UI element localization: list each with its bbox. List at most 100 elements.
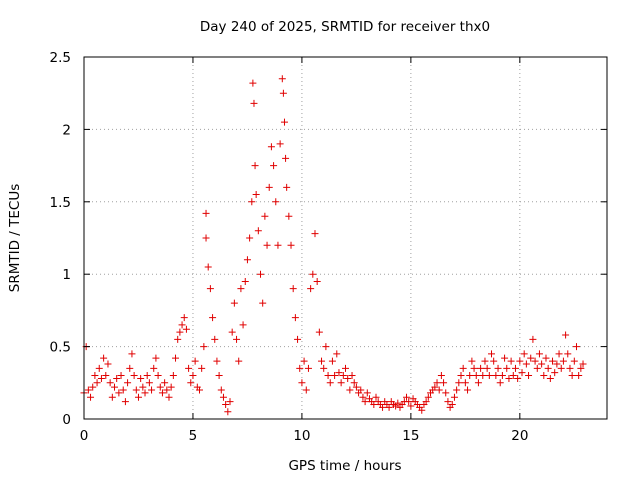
data-point (145, 379, 153, 387)
data-point (124, 379, 132, 387)
data-point (182, 325, 190, 333)
data-point (326, 379, 334, 387)
y-tick-label: 1 (62, 267, 71, 283)
data-point (97, 374, 105, 382)
y-axis-label: SRMTID / TECUs (7, 184, 23, 292)
data-point (224, 408, 232, 416)
data-point (294, 335, 302, 343)
data-point (535, 350, 543, 358)
data-point (342, 364, 349, 372)
x-tick-label: 20 (511, 428, 528, 444)
data-point (272, 198, 280, 206)
y-tick-label: 2.5 (50, 50, 71, 66)
data-point (104, 360, 112, 368)
data-point (455, 379, 463, 387)
data-point (557, 364, 565, 372)
data-point (169, 372, 177, 380)
data-point (174, 335, 182, 343)
data-point (113, 374, 121, 382)
data-point (516, 357, 524, 365)
data-point (394, 399, 402, 407)
data-point (485, 372, 493, 380)
data-point (422, 398, 430, 406)
data-point (440, 379, 448, 387)
data-point (108, 393, 116, 401)
data-point (119, 386, 127, 394)
data-point (470, 364, 478, 372)
data-point (501, 354, 509, 362)
data-point (488, 350, 496, 358)
data-point (152, 354, 160, 362)
data-point (282, 154, 290, 162)
data-point (246, 234, 254, 242)
data-point (176, 328, 184, 336)
data-point (156, 383, 164, 391)
data-point (250, 99, 258, 107)
data-point (270, 162, 278, 170)
data-point (84, 386, 92, 394)
data-point (313, 277, 321, 285)
data-point (437, 372, 445, 380)
data-point (93, 379, 101, 387)
data-point (518, 369, 526, 377)
data-point (158, 389, 166, 397)
data-point (137, 374, 145, 382)
data-point (285, 212, 293, 220)
data-point (477, 364, 485, 372)
data-point (291, 314, 299, 322)
data-point (89, 383, 97, 391)
data-point (237, 285, 245, 293)
data-point (195, 386, 203, 394)
data-point (520, 350, 528, 358)
data-point (235, 357, 243, 365)
data-point (357, 386, 365, 394)
data-point (167, 383, 175, 391)
data-point (126, 364, 134, 372)
data-point (161, 379, 169, 387)
data-point (187, 379, 195, 387)
data-point (505, 374, 513, 382)
chart-title: Day 240 of 2025, SRMTID for receiver thx… (200, 19, 490, 35)
data-point (180, 314, 188, 322)
data-point (121, 398, 129, 406)
data-point (570, 357, 578, 365)
data-point (115, 389, 123, 397)
data-point (453, 386, 461, 394)
data-point (370, 401, 378, 409)
data-point (320, 364, 328, 372)
data-point (359, 393, 367, 401)
data-point (498, 372, 506, 380)
data-point (461, 379, 469, 387)
data-point (483, 364, 491, 372)
data-point (249, 79, 257, 87)
data-point (100, 354, 108, 362)
data-point (333, 350, 341, 358)
data-point (575, 372, 583, 380)
data-point (279, 89, 287, 97)
data-point (141, 389, 149, 397)
data-point (448, 401, 456, 409)
data-point (202, 209, 210, 217)
data-point (311, 230, 319, 238)
data-point (363, 389, 371, 397)
data-point (472, 372, 480, 380)
data-point (444, 398, 452, 406)
data-point (274, 241, 282, 249)
data-point (481, 357, 489, 365)
data-point (254, 227, 262, 235)
data-point (315, 328, 323, 336)
data-points (80, 75, 587, 416)
data-point (233, 335, 241, 343)
data-point (479, 372, 487, 380)
data-point (185, 364, 193, 372)
data-point (555, 350, 563, 358)
data-point (87, 393, 95, 401)
data-point (577, 364, 585, 372)
data-point (407, 402, 415, 410)
data-point (213, 357, 221, 365)
data-point (209, 314, 217, 322)
data-point (331, 372, 339, 380)
data-point (474, 379, 482, 387)
data-point (117, 372, 125, 380)
